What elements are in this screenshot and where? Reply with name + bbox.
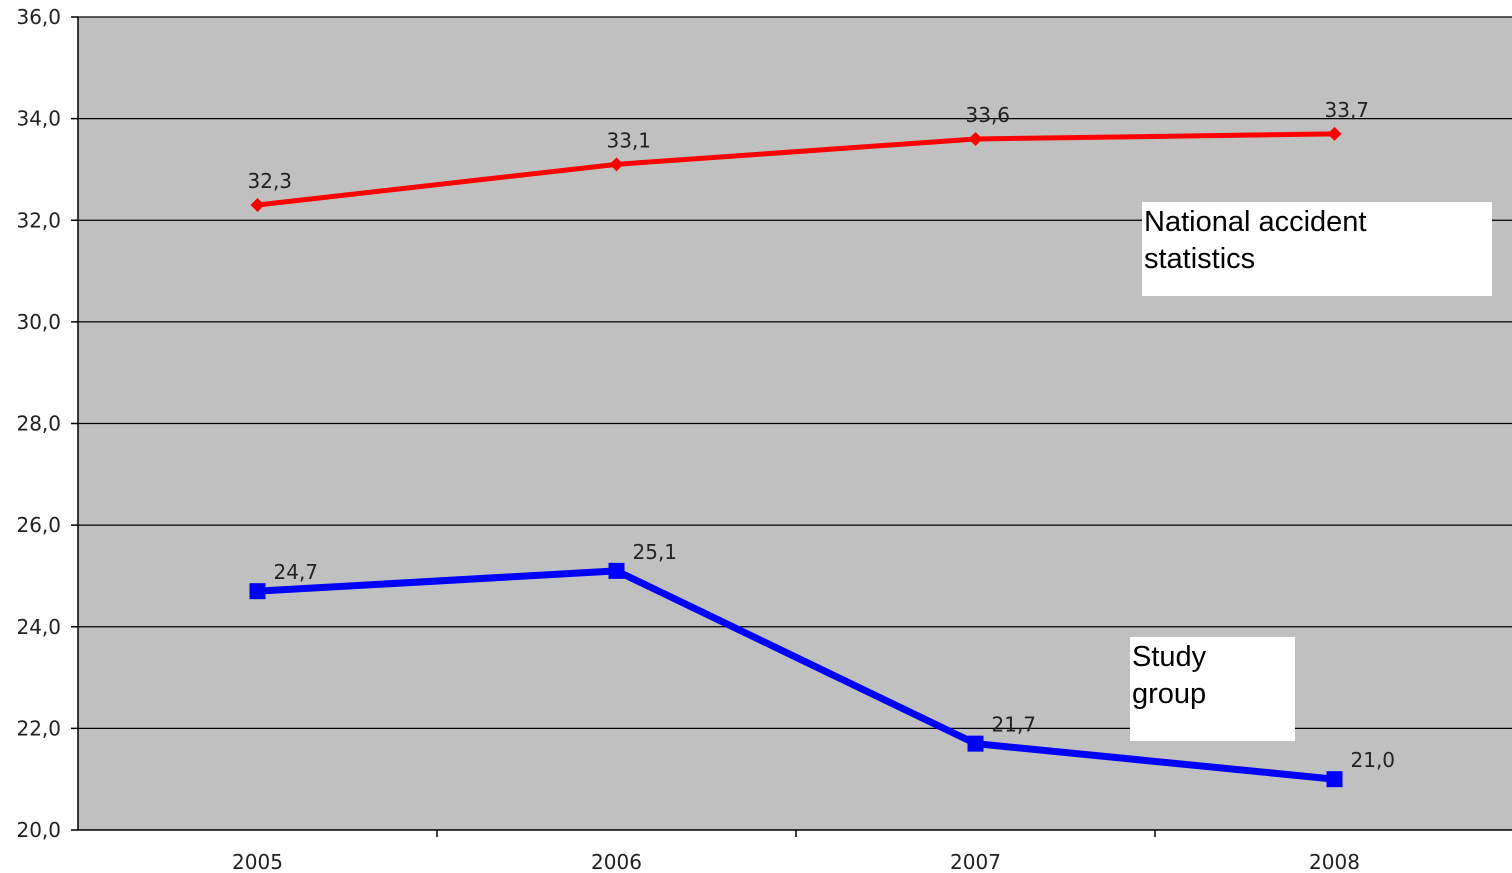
data-label: 21,7: [992, 713, 1037, 737]
axes: 20,0 22,0 24,0 26,0 28,0 30,0 32,0 34,0 36,0 2005…: [16, 5, 1512, 873]
y-tick-label: 30,0: [16, 310, 61, 334]
data-point-marker: [1326, 771, 1343, 788]
gridlines: [78, 16, 1512, 729]
data-label: 33,7: [1325, 98, 1370, 122]
series-line: [257, 131, 1335, 208]
data-label: 21,0: [1351, 748, 1396, 772]
y-tick-label: 36,0: [16, 5, 61, 29]
series-national-accident-statistics: [250, 126, 1342, 213]
annotation-line: Study: [1132, 641, 1207, 673]
series-line: [257, 567, 1335, 783]
data-label: 25,1: [633, 540, 678, 564]
data-point-marker: [1327, 126, 1342, 141]
y-tick-label: 22,0: [16, 716, 61, 740]
y-tick-label: 28,0: [16, 412, 61, 436]
x-tick-label: 2008: [1309, 850, 1360, 873]
data-labels: 32,3 33,1 33,6 33,7 24,7 25,1 21,7 21,0: [248, 98, 1396, 772]
x-tick-label: 2006: [591, 850, 642, 873]
y-tick-label: 32,0: [16, 208, 61, 232]
annotation-line: statistics: [1144, 243, 1256, 275]
x-tick-label: 2005: [232, 850, 283, 873]
annotation-line: group: [1132, 678, 1207, 710]
study-series-annotation: Study group: [1130, 637, 1295, 741]
data-point-marker: [249, 583, 266, 600]
data-label: 33,1: [607, 128, 652, 152]
data-point-marker: [608, 562, 625, 579]
series: [249, 126, 1343, 788]
data-label: 24,7: [274, 560, 319, 584]
annotation-line: National accident: [1144, 206, 1367, 238]
y-tick-label: 24,0: [16, 615, 61, 639]
series-study-group: [249, 562, 1343, 788]
national-series-annotation: National accident statistics: [1142, 202, 1492, 296]
data-point-marker: [967, 735, 984, 752]
data-point-marker: [250, 198, 265, 213]
data-point-marker: [968, 131, 983, 146]
data-label: 32,3: [248, 169, 293, 193]
y-tick-label: 26,0: [16, 513, 61, 537]
data-point-marker: [609, 157, 624, 172]
data-label: 33,6: [966, 103, 1011, 127]
y-tick-label: 34,0: [16, 107, 61, 131]
y-tick-label: 20,0: [16, 818, 61, 842]
x-tick-label: 2007: [950, 850, 1001, 873]
